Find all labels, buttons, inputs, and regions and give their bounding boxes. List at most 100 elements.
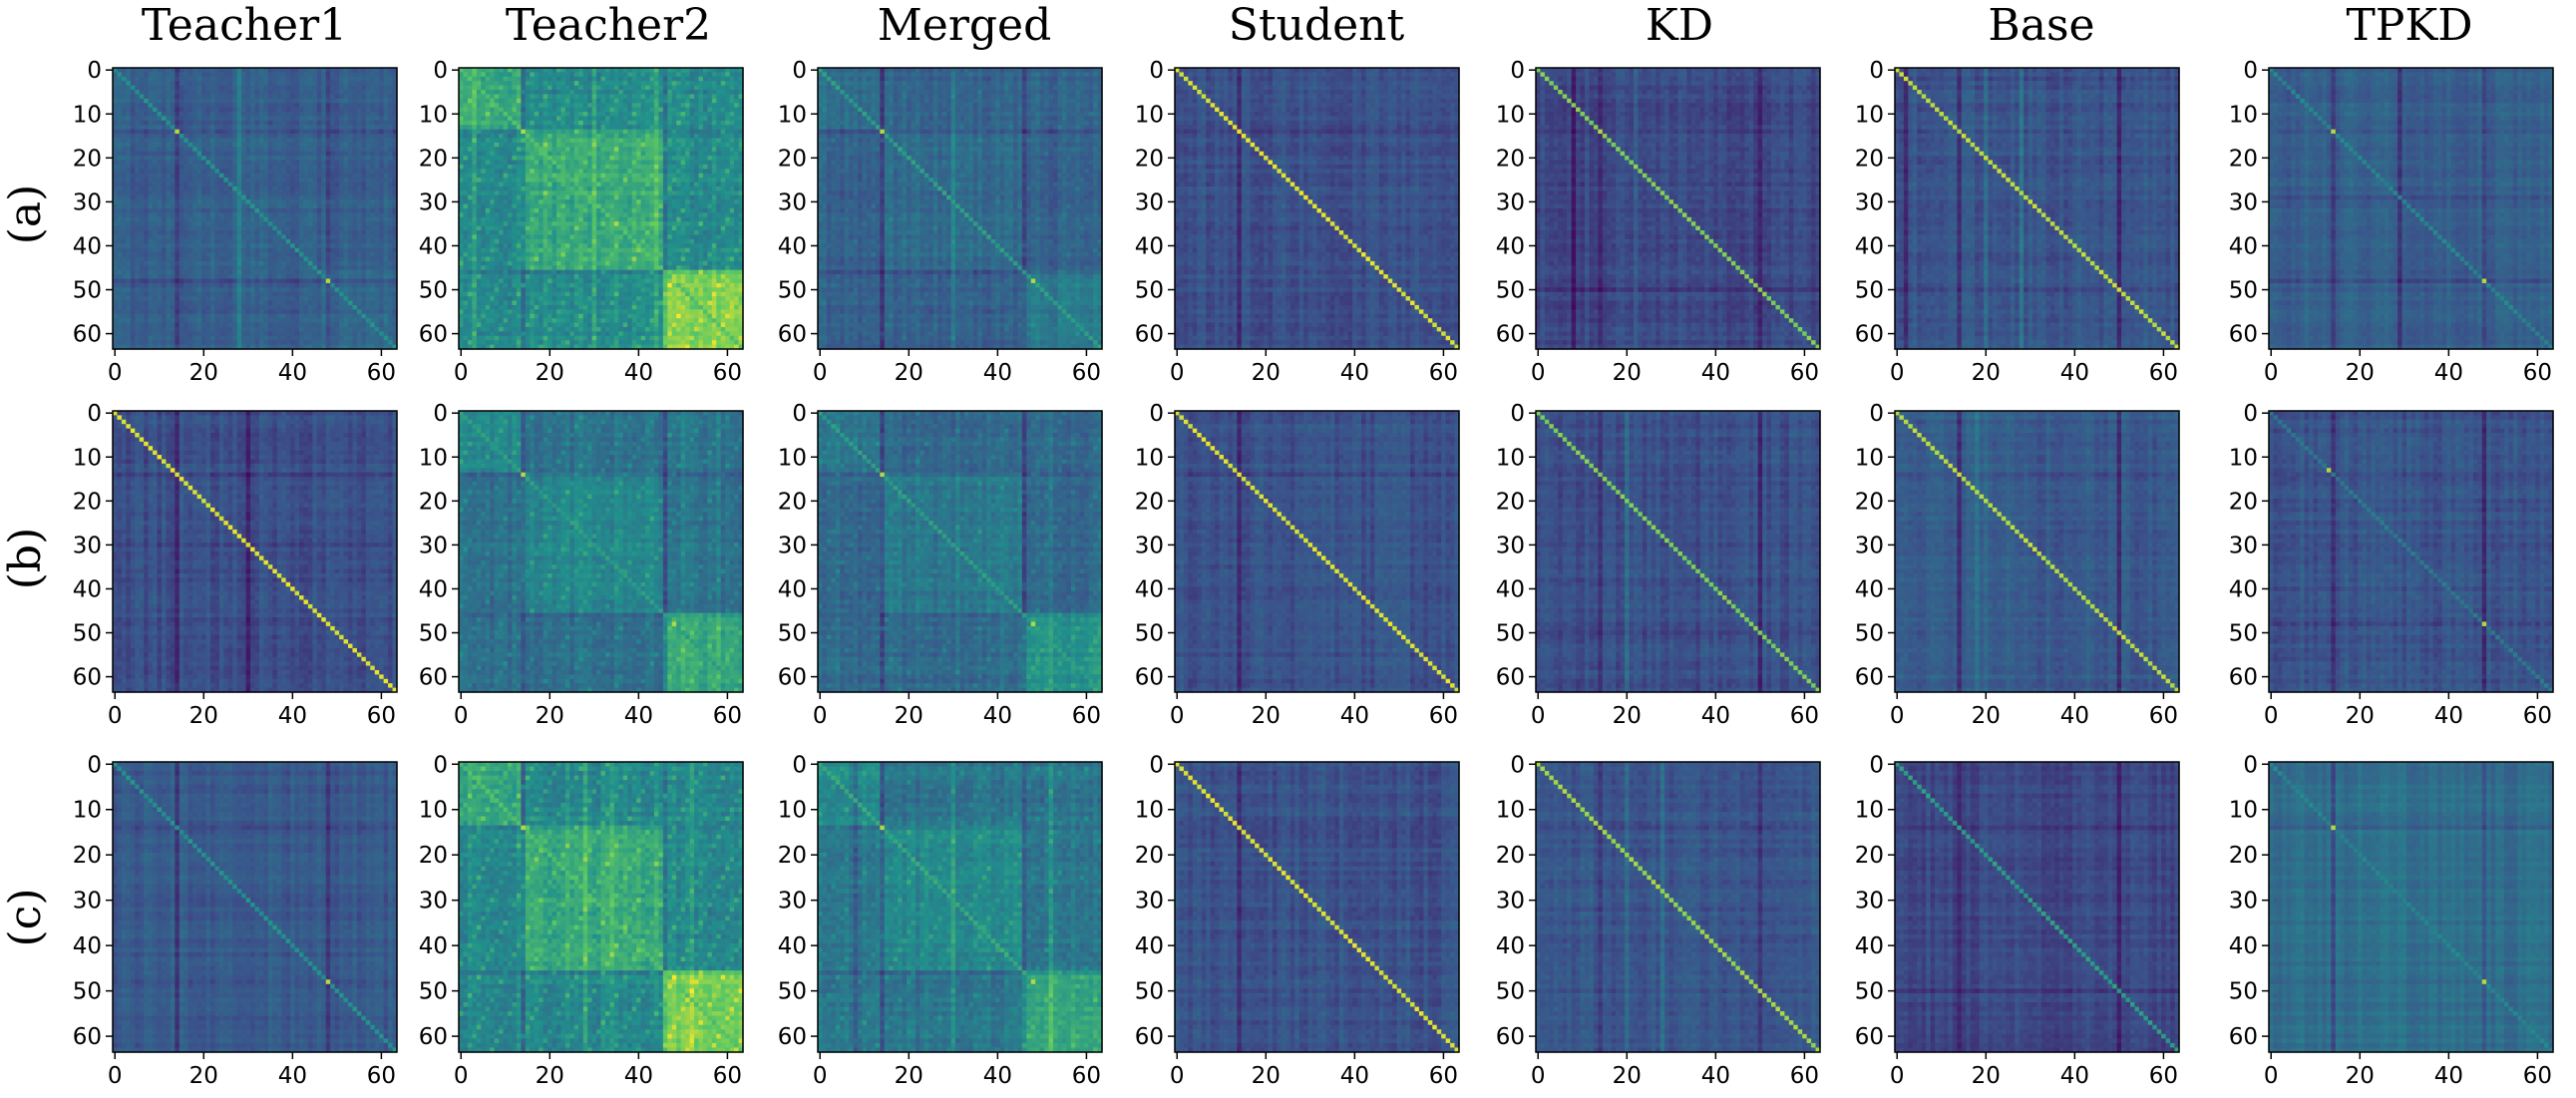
x-tick-label: 40 <box>624 1063 653 1089</box>
x-tick-label: 60 <box>2149 360 2178 386</box>
x-tick-label: 20 <box>189 1063 218 1089</box>
x-tick-label: 20 <box>536 360 564 386</box>
column-title-base: Base <box>1988 0 2094 51</box>
heatmap-cells <box>113 762 398 1053</box>
x-tick-label: 20 <box>1252 360 1281 386</box>
x-tick-label: 20 <box>1972 1063 2001 1089</box>
y-tick-label: 40 <box>2229 576 2258 602</box>
y-tick-label: 10 <box>2229 102 2258 128</box>
y-tick-label: 10 <box>73 102 102 128</box>
y-tick-label: 50 <box>73 278 102 304</box>
y-tick-label: 20 <box>419 843 448 869</box>
column-title-kd: KD <box>1646 0 1713 51</box>
y-tick-label: 20 <box>1135 489 1164 515</box>
x-tick-label: 0 <box>813 360 828 386</box>
y-tick-label: 0 <box>1510 401 1525 427</box>
y-tick-label: 40 <box>73 933 102 959</box>
x-tick-label: 0 <box>108 703 123 729</box>
y-tick-label: 40 <box>1135 933 1164 959</box>
column-title-merged: Merged <box>878 0 1052 51</box>
x-tick-label: 0 <box>454 703 469 729</box>
x-tick-label: 0 <box>1890 1063 1905 1089</box>
x-tick-label: 0 <box>2264 1063 2279 1089</box>
y-tick-label: 60 <box>778 665 807 691</box>
y-tick-label: 30 <box>778 189 807 215</box>
y-tick-label: 10 <box>1496 798 1525 824</box>
y-tick-label: 60 <box>1855 665 1884 691</box>
y-tick-label: 60 <box>419 665 448 691</box>
y-tick-label: 0 <box>1149 752 1164 778</box>
x-tick-label: 60 <box>367 360 396 386</box>
y-tick-label: 20 <box>1496 843 1525 869</box>
y-tick-label: 10 <box>1855 798 1884 824</box>
x-tick-label: 40 <box>278 703 307 729</box>
heatmap-cells <box>2269 411 2554 693</box>
y-tick-label: 30 <box>778 533 807 558</box>
x-tick-label: 20 <box>895 360 923 386</box>
x-tick-label: 40 <box>2060 703 2089 729</box>
y-tick-label: 10 <box>1135 102 1164 128</box>
x-tick-label: 40 <box>278 360 307 386</box>
x-tick-label: 20 <box>2346 703 2375 729</box>
x-tick-label: 40 <box>278 1063 307 1089</box>
y-tick-label: 50 <box>419 979 448 1005</box>
x-tick-label: 0 <box>1531 360 1546 386</box>
y-tick-label: 60 <box>778 322 807 348</box>
x-tick-label: 60 <box>713 703 742 729</box>
y-tick-label: 0 <box>792 752 807 778</box>
y-tick-label: 30 <box>1135 533 1164 558</box>
x-tick-label: 40 <box>1340 703 1369 729</box>
heatmap-cells <box>1536 68 1821 350</box>
heatmap-cells <box>1895 68 2180 350</box>
y-tick-label: 30 <box>1135 189 1164 215</box>
y-tick-label: 0 <box>2243 401 2258 427</box>
y-tick-label: 40 <box>73 233 102 259</box>
heatmap-cells <box>818 411 1103 693</box>
y-tick-label: 20 <box>2229 843 2258 869</box>
y-tick-label: 50 <box>1855 621 1884 647</box>
column-title-teacher1: Teacher1 <box>142 0 347 51</box>
heatmap-cells <box>1175 68 1460 350</box>
heatmap-cells <box>818 762 1103 1053</box>
y-tick-label: 50 <box>1135 278 1164 304</box>
y-tick-label: 60 <box>73 665 102 691</box>
x-tick-label: 20 <box>1613 360 1642 386</box>
y-tick-label: 30 <box>1135 889 1164 915</box>
y-tick-label: 40 <box>1135 576 1164 602</box>
y-tick-label: 10 <box>73 445 102 471</box>
y-tick-label: 10 <box>2229 798 2258 824</box>
x-tick-label: 40 <box>2060 1063 2089 1089</box>
y-tick-label: 40 <box>1496 933 1525 959</box>
heatmap-grid-figure: Teacher1 Teacher2 Merged Student KD Base… <box>0 0 2576 1098</box>
x-tick-label: 0 <box>2264 703 2279 729</box>
x-tick-label: 60 <box>1429 1063 1458 1089</box>
y-tick-label: 50 <box>1855 979 1884 1005</box>
x-tick-label: 20 <box>189 703 218 729</box>
y-tick-label: 20 <box>778 146 807 172</box>
y-tick-label: 20 <box>73 489 102 515</box>
y-tick-label: 40 <box>1855 933 1884 959</box>
y-tick-label: 50 <box>2229 278 2258 304</box>
y-tick-label: 60 <box>1855 322 1884 348</box>
x-tick-label: 40 <box>624 360 653 386</box>
y-tick-label: 30 <box>73 189 102 215</box>
x-tick-label: 60 <box>1429 703 1458 729</box>
heatmap-cells <box>818 68 1103 350</box>
y-tick-label: 30 <box>1855 889 1884 915</box>
y-tick-label: 60 <box>73 322 102 348</box>
y-tick-label: 50 <box>2229 621 2258 647</box>
y-tick-label: 60 <box>2229 665 2258 691</box>
y-tick-label: 40 <box>1855 233 1884 259</box>
row-label-b: (b) <box>0 528 51 590</box>
x-tick-label: 60 <box>1790 703 1819 729</box>
